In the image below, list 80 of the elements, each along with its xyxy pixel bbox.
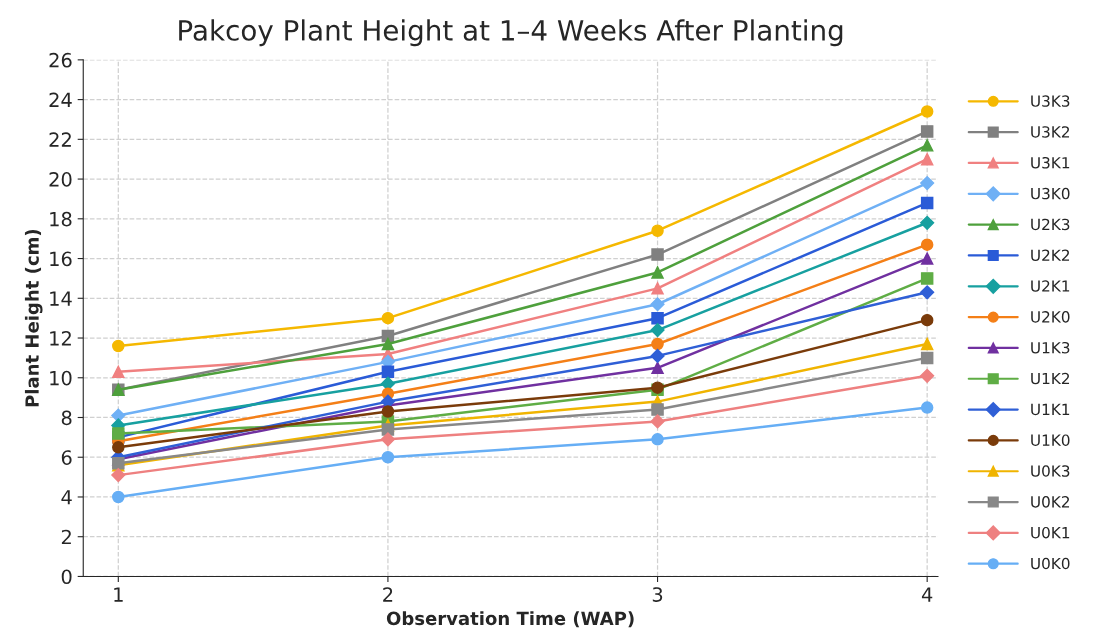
x-tick-label: 4 (921, 587, 933, 602)
legend-label: U0K0 (1031, 557, 1070, 570)
point (920, 252, 934, 265)
point (920, 238, 934, 251)
legend-label: U1K2 (1031, 372, 1070, 385)
point (920, 139, 934, 152)
point (381, 405, 395, 418)
legend-label: U1K3 (1031, 341, 1070, 354)
point (651, 282, 664, 295)
legend-label: U2K1 (1031, 280, 1070, 292)
y-axis-title: Plant Height (cm) (24, 229, 43, 407)
legend-label: U1K0 (1031, 434, 1070, 446)
point (650, 297, 665, 312)
x-axis-title: Observation Time (WAP) (386, 611, 634, 628)
point (381, 365, 395, 379)
y-tick-label: 10 (50, 370, 72, 386)
point (112, 339, 125, 353)
point (381, 311, 395, 325)
point (920, 285, 935, 300)
point (112, 490, 125, 504)
y-tick-label: 2 (61, 529, 71, 545)
point (111, 408, 126, 423)
y-tick-label: 24 (49, 92, 72, 107)
point (112, 427, 125, 440)
legend-label: U2K3 (1031, 218, 1070, 231)
y-tick-label: 22 (49, 132, 71, 147)
x-tick-label: 1 (114, 587, 123, 602)
point (920, 351, 934, 365)
point (920, 401, 934, 414)
x-tick-label: 3 (652, 587, 663, 602)
point (651, 224, 664, 237)
point (112, 365, 125, 379)
y-tick-label: 8 (61, 410, 72, 426)
legend-label: U1K1 (1031, 403, 1070, 416)
point (920, 175, 935, 191)
point (381, 450, 395, 464)
legend-label: U2K0 (1031, 311, 1070, 323)
y-tick-label: 14 (50, 291, 72, 306)
point (920, 105, 934, 118)
y-tick-label: 20 (49, 172, 72, 187)
point (651, 433, 664, 446)
legend-label: U3K2 (1031, 126, 1070, 138)
point (920, 313, 934, 327)
y-tick-label: 6 (61, 450, 72, 465)
point (651, 311, 664, 325)
point (381, 423, 395, 436)
y-tick-label: 12 (50, 330, 71, 346)
legend-label: U2K2 (1031, 249, 1070, 262)
point (112, 441, 125, 454)
point (920, 272, 934, 285)
point (920, 125, 934, 138)
legend-label: U0K2 (1031, 496, 1070, 508)
legend-label: U3K1 (1031, 156, 1070, 169)
y-tick-label: 26 (49, 52, 72, 68)
chart-title: Pakcoy Plant Height at 1–4 Weeks After Planting (179, 19, 843, 47)
point (650, 348, 665, 363)
y-tick-label: 18 (50, 211, 72, 227)
legend-label: U3K3 (1031, 95, 1070, 107)
point (651, 248, 664, 261)
legend-label: U0K3 (1031, 465, 1070, 477)
point (650, 414, 665, 429)
point (651, 266, 664, 279)
legend-label: U0K1 (1031, 526, 1070, 539)
x-tick-label: 2 (383, 587, 393, 602)
point (920, 196, 934, 210)
legend-label: U3K0 (1031, 187, 1070, 200)
point (651, 337, 664, 351)
y-tick-label: 16 (50, 251, 72, 267)
point (920, 368, 935, 383)
point (381, 337, 395, 351)
y-tick-label: 4 (61, 490, 72, 505)
point (920, 215, 935, 230)
point (651, 361, 664, 375)
point (920, 152, 934, 166)
point (380, 432, 396, 447)
point (111, 468, 126, 483)
point (920, 337, 934, 351)
point (650, 322, 665, 338)
y-tick-label: 0 (61, 569, 72, 585)
point (651, 403, 664, 416)
